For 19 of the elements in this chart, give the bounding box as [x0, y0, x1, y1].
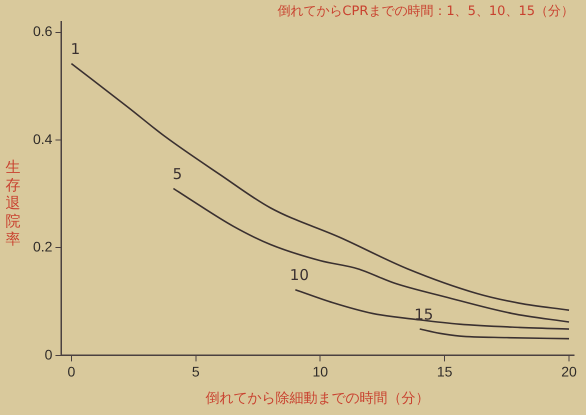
series-label: 1 — [70, 40, 80, 58]
y-tick-label: 0 — [44, 346, 53, 362]
series-label: 15 — [414, 305, 434, 324]
y-tick-label: 0.2 — [32, 238, 53, 255]
line-series — [418, 328, 570, 340]
line-series — [172, 188, 570, 323]
x-tick-label: 15 — [436, 364, 453, 380]
x-axis-title: 倒れてから除細動までの時間（分） — [206, 389, 430, 406]
y-axis-title: 生存退院率 — [5, 158, 21, 248]
x-tick-label: 20 — [561, 364, 578, 380]
y-tick-label: 0.4 — [32, 130, 53, 147]
series-label: 10 — [290, 266, 309, 284]
chart-title: 倒れてからCPRまでの時間：1、5、10、15（分） — [277, 4, 574, 20]
x-tick-label: 5 — [192, 364, 200, 380]
y-tick-label: 0.6 — [32, 23, 53, 40]
series-label: 5 — [172, 164, 182, 183]
line-series — [294, 288, 570, 330]
x-tick-label: 0 — [68, 364, 76, 380]
x-tick-label: 10 — [312, 364, 328, 380]
